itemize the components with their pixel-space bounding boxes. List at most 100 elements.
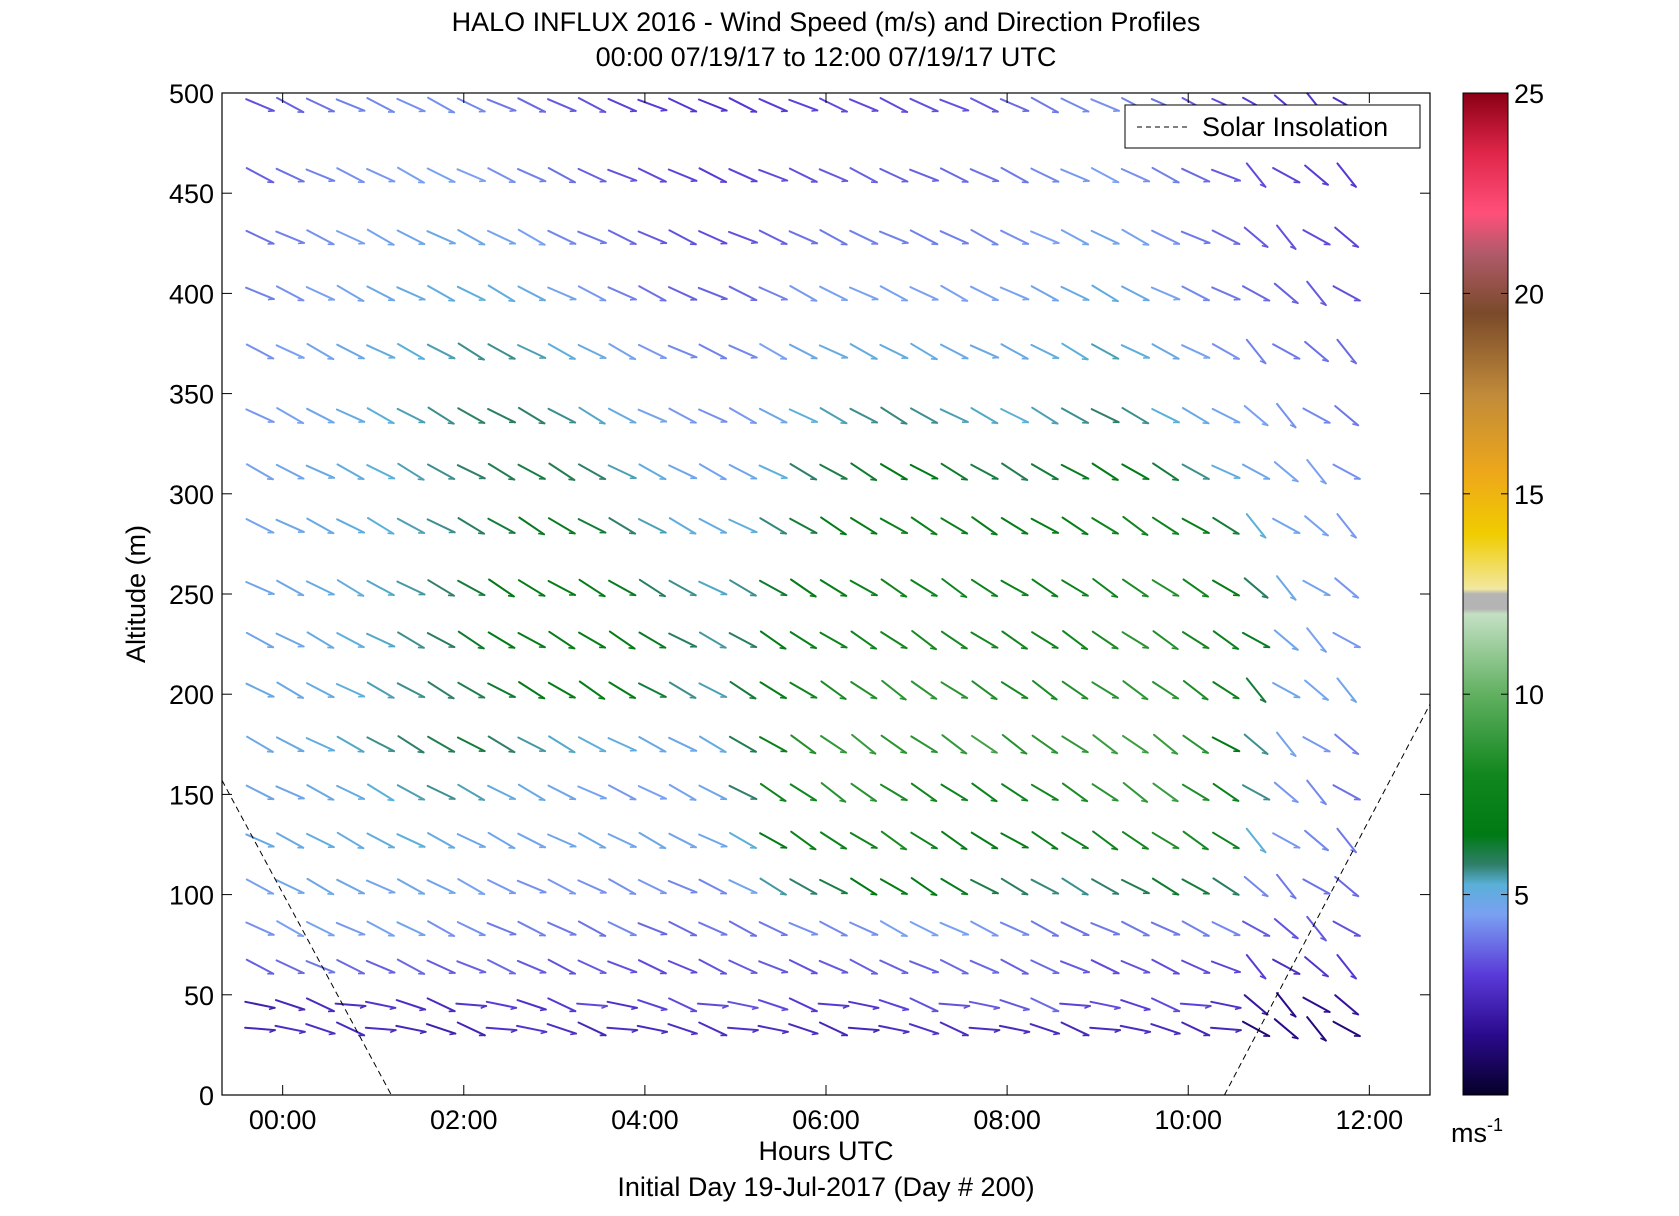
wind-arrow-head	[357, 594, 364, 597]
wind-arrow	[364, 1026, 397, 1032]
wind-arrow	[941, 734, 968, 755]
wind-arrow-head	[930, 532, 937, 536]
wind-arrow	[245, 878, 275, 895]
wind-arrow-head	[872, 1029, 880, 1034]
wind-arrow	[759, 736, 788, 753]
wind-arrow	[970, 463, 999, 480]
wind-arrow-head	[1350, 698, 1357, 703]
wind-arrow	[366, 736, 396, 753]
wind-arrow-head	[1289, 424, 1296, 429]
wind-arrow	[1090, 229, 1120, 245]
wind-arrow	[245, 98, 275, 112]
wind-arrow	[396, 784, 426, 801]
wind-arrow	[426, 784, 456, 800]
wind-arrow	[1060, 168, 1090, 182]
wind-arrow	[426, 632, 456, 649]
wind-arrow	[366, 228, 395, 246]
wind-arrow-head	[1320, 480, 1327, 485]
wind-arrow	[1334, 875, 1360, 898]
wind-arrow-head	[900, 422, 907, 425]
wind-arrow	[1120, 344, 1150, 359]
x-tick-label: 10:00	[1154, 1105, 1222, 1135]
wind-arrow	[1030, 783, 1059, 801]
wind-arrow	[698, 631, 727, 649]
y-tick-label: 250	[169, 580, 214, 610]
wind-arrow	[1181, 920, 1210, 937]
wind-arrow	[1302, 407, 1331, 424]
wind-arrow-head	[811, 933, 818, 936]
wind-arrow-head	[1289, 245, 1296, 250]
wind-arrow	[789, 285, 818, 302]
wind-arrow	[578, 578, 606, 598]
wind-arrow-head	[1111, 647, 1118, 650]
wind-arrow-head	[1051, 751, 1058, 754]
wind-arrow	[1091, 681, 1119, 699]
wind-arrow	[788, 167, 818, 183]
wind-arrow	[1000, 832, 1029, 849]
y-tick-label: 400	[169, 279, 214, 309]
wind-arrow	[909, 286, 939, 301]
wind-arrow	[1030, 343, 1060, 360]
wind-arrow-head	[1111, 751, 1118, 755]
wind-arrow-head	[930, 697, 937, 700]
wind-arrow	[820, 782, 847, 803]
wind-arrow	[336, 284, 365, 302]
wind-arrow	[819, 579, 848, 597]
wind-arrow-head	[568, 750, 575, 753]
wind-arrow	[487, 784, 516, 800]
wind-arrow	[1152, 681, 1180, 700]
wind-arrow	[668, 517, 697, 535]
wind-arrow	[849, 407, 879, 424]
x-tick-label: 06:00	[792, 1105, 860, 1135]
wind-arrow	[517, 168, 547, 183]
y-tick-label: 100	[169, 881, 214, 911]
wind-arrow-head	[419, 1008, 426, 1012]
wind-arrow	[1245, 338, 1267, 365]
wind-arrow-head	[1082, 971, 1090, 974]
wind-arrow	[970, 97, 999, 113]
wind-arrow	[938, 1002, 971, 1007]
wind-arrow	[577, 736, 607, 753]
wind-arrow	[427, 406, 455, 425]
wind-arrow-head	[1291, 300, 1298, 304]
wind-arrow	[487, 408, 516, 424]
wind-arrow	[790, 830, 817, 851]
wind-arrow-head	[1080, 647, 1088, 650]
wind-arrow-head	[630, 1007, 638, 1011]
wind-arrow	[636, 1024, 669, 1033]
wind-arrow	[1122, 782, 1149, 803]
wind-arrow	[456, 833, 486, 848]
wind-arrow	[1181, 285, 1210, 302]
wind-arrow	[427, 285, 456, 302]
wind-arrow-head	[479, 971, 486, 974]
wind-arrow	[1302, 878, 1331, 895]
colorbar-tick-label: 25	[1514, 79, 1544, 109]
wind-arrow	[1179, 1002, 1212, 1007]
wind-arrow-head	[1050, 697, 1057, 701]
wind-arrow	[517, 344, 547, 359]
wind-arrow	[396, 97, 426, 113]
wind-arrow	[1242, 920, 1271, 937]
wind-arrow	[909, 463, 939, 480]
wind-arrow	[728, 518, 758, 534]
wind-arrow	[396, 878, 426, 895]
wind-arrow-head	[298, 1031, 306, 1035]
y-tick-label: 0	[199, 1081, 214, 1111]
wind-arrow-head	[990, 799, 997, 802]
wind-arrow-head	[1234, 1007, 1241, 1011]
wind-arrow	[668, 832, 697, 849]
wind-arrow	[518, 681, 546, 700]
wind-arrow	[608, 630, 636, 650]
wind-arrow-head	[1051, 847, 1058, 850]
wind-arrow	[518, 516, 546, 536]
y-tick-label: 300	[169, 480, 214, 510]
wind-arrow	[547, 580, 577, 596]
wind-arrow-head	[598, 594, 605, 597]
wind-arrow-head	[1201, 697, 1208, 701]
wind-arrow	[759, 517, 788, 535]
wind-arrow-head	[1261, 595, 1268, 599]
x-tick-label: 12:00	[1336, 1105, 1404, 1135]
wind-arrow	[1243, 994, 1269, 1016]
wind-arrow-head	[568, 478, 575, 481]
wind-arrow	[1092, 734, 1119, 755]
